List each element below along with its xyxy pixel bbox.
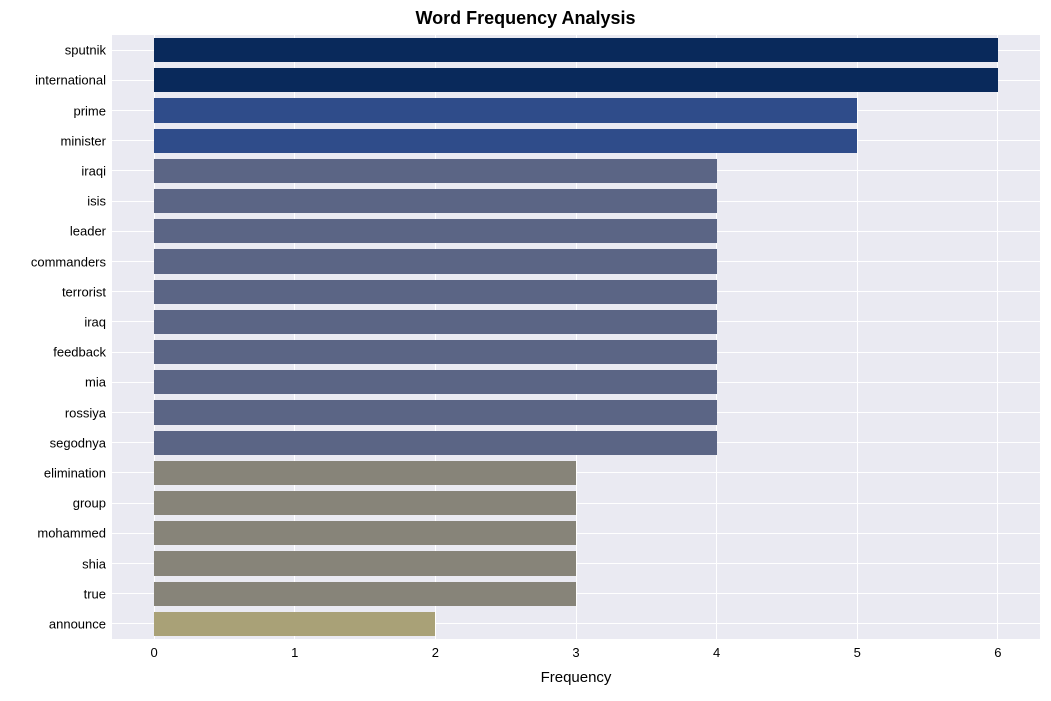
chart-title: Word Frequency Analysis [0,8,1051,29]
bar [154,38,998,62]
x-gridline [716,35,717,639]
x-tick-label: 3 [572,645,579,660]
bar [154,431,716,455]
bar [154,129,857,153]
x-gridline [857,35,858,639]
bar [154,159,716,183]
y-tick-label: mohammed [37,526,106,541]
y-tick-label: leader [70,224,106,239]
bar [154,370,716,394]
x-gridline [435,35,436,639]
y-tick-label: segodnya [50,435,106,450]
y-tick-label: elimination [44,465,106,480]
word-frequency-chart: Word Frequency Analysis 0123456sputnikin… [0,0,1051,701]
bar [154,280,716,304]
y-tick-label: rossiya [65,405,106,420]
x-gridline [294,35,295,639]
x-gridline [997,35,998,639]
x-tick-label: 5 [854,645,861,660]
bar [154,521,576,545]
y-tick-label: feedback [53,345,106,360]
y-tick-label: commanders [31,254,106,269]
plot-area: 0123456sputnikinternationalprimeminister… [112,35,1040,639]
bar [154,189,716,213]
x-gridline [154,35,155,639]
bar [154,582,576,606]
bar [154,491,576,515]
y-tick-label: terrorist [62,284,106,299]
y-tick-label: international [35,73,106,88]
y-tick-label: group [73,496,106,511]
bar [154,249,716,273]
y-tick-label: sputnik [65,43,106,58]
bar [154,98,857,122]
x-tick-label: 4 [713,645,720,660]
y-tick-label: isis [87,194,106,209]
x-gridline [576,35,577,639]
bar [154,400,716,424]
bar [154,219,716,243]
x-tick-label: 2 [432,645,439,660]
y-tick-label: iraq [84,314,106,329]
bar [154,551,576,575]
x-tick-label: 6 [994,645,1001,660]
y-tick-label: announce [49,616,106,631]
y-tick-label: minister [60,133,106,148]
bar [154,340,716,364]
bar [154,310,716,334]
y-tick-label: iraqi [81,163,106,178]
x-tick-label: 0 [151,645,158,660]
bar [154,68,998,92]
y-tick-label: mia [85,375,106,390]
x-tick-label: 1 [291,645,298,660]
y-tick-label: prime [73,103,106,118]
x-axis-label: Frequency [541,669,612,686]
bar [154,612,435,636]
y-tick-label: shia [82,556,106,571]
y-tick-label: true [84,586,106,601]
bar [154,461,576,485]
